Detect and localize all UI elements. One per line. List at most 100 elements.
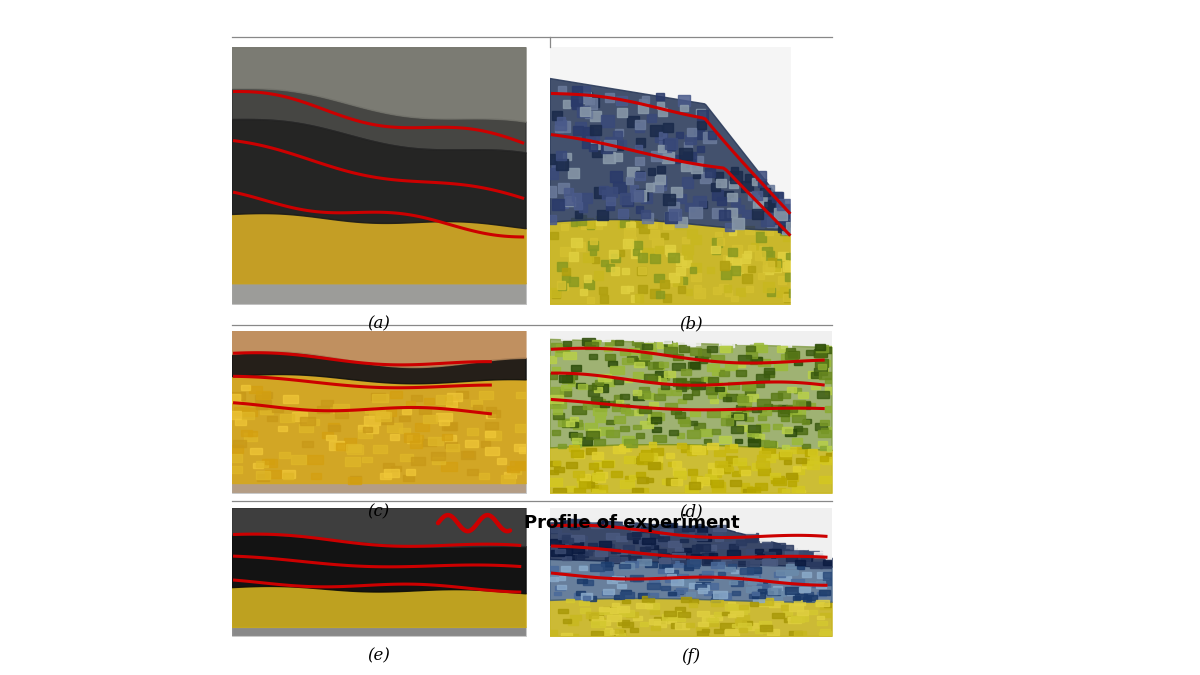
Bar xyxy=(227,411,241,418)
Bar xyxy=(637,267,646,275)
Bar xyxy=(734,526,745,531)
Bar xyxy=(690,267,696,273)
Bar xyxy=(566,486,575,491)
Bar xyxy=(600,186,608,194)
Bar xyxy=(719,593,731,599)
Bar xyxy=(642,213,653,223)
Bar xyxy=(690,410,700,416)
Bar xyxy=(600,296,607,303)
Bar xyxy=(574,202,582,209)
Bar xyxy=(762,446,775,454)
Bar xyxy=(570,423,578,427)
Bar xyxy=(620,394,629,399)
Bar xyxy=(752,592,764,598)
Bar xyxy=(775,213,788,224)
Bar xyxy=(715,387,724,392)
Bar xyxy=(732,624,739,627)
Bar xyxy=(677,382,689,389)
Bar xyxy=(781,539,792,543)
Bar xyxy=(818,632,827,635)
Bar xyxy=(667,570,678,575)
Bar xyxy=(574,488,586,495)
Bar xyxy=(668,592,677,595)
Bar xyxy=(604,566,612,570)
Bar xyxy=(752,178,760,185)
Bar xyxy=(588,543,596,547)
Bar xyxy=(728,248,738,256)
Bar xyxy=(704,583,719,589)
Bar xyxy=(563,153,571,160)
Bar xyxy=(593,489,605,496)
Bar xyxy=(665,347,678,354)
Bar xyxy=(347,444,361,452)
Bar xyxy=(665,568,673,572)
Bar xyxy=(686,624,694,627)
Bar xyxy=(635,334,647,342)
Bar xyxy=(635,144,642,151)
Bar xyxy=(620,443,631,450)
Bar xyxy=(811,372,821,377)
Bar xyxy=(782,232,792,241)
Bar xyxy=(605,628,612,632)
Bar xyxy=(388,423,402,431)
Bar xyxy=(756,582,767,587)
Bar xyxy=(731,167,738,173)
Bar xyxy=(602,460,613,467)
Bar xyxy=(752,201,763,211)
Bar xyxy=(714,386,726,392)
Bar xyxy=(700,557,713,563)
Bar xyxy=(650,289,660,298)
Bar xyxy=(797,566,804,570)
Bar xyxy=(730,180,738,188)
Bar xyxy=(572,86,582,94)
Bar xyxy=(755,251,764,261)
Bar xyxy=(553,409,562,414)
Bar xyxy=(758,520,768,525)
Bar xyxy=(786,472,797,479)
Bar xyxy=(816,600,829,605)
Bar xyxy=(814,349,827,356)
Bar xyxy=(666,212,678,223)
Bar xyxy=(612,576,624,581)
Bar xyxy=(726,256,732,262)
Bar xyxy=(640,99,647,105)
Bar xyxy=(686,560,700,566)
Bar xyxy=(658,342,667,348)
Bar xyxy=(694,286,701,292)
Bar xyxy=(817,364,826,369)
Bar xyxy=(772,612,784,618)
Bar xyxy=(748,244,755,251)
Bar xyxy=(680,420,690,426)
Bar xyxy=(557,344,569,352)
Bar xyxy=(662,194,674,205)
Bar xyxy=(786,405,797,412)
Bar xyxy=(750,602,758,606)
Bar xyxy=(661,233,667,240)
Bar xyxy=(694,482,702,487)
Bar xyxy=(822,276,832,284)
Bar xyxy=(624,456,635,462)
Bar xyxy=(744,396,752,401)
Bar xyxy=(560,539,571,544)
Bar xyxy=(691,235,701,244)
Bar xyxy=(390,435,400,440)
Bar xyxy=(784,222,793,230)
Bar xyxy=(786,564,796,568)
Bar xyxy=(770,476,784,483)
Bar xyxy=(552,367,560,372)
Bar xyxy=(772,591,785,597)
Bar xyxy=(638,593,649,598)
Bar xyxy=(323,432,334,438)
Bar xyxy=(636,171,644,180)
Bar xyxy=(761,513,770,517)
Bar xyxy=(672,462,682,466)
Bar xyxy=(740,486,752,492)
Bar xyxy=(779,576,791,582)
Bar xyxy=(770,203,780,212)
Bar xyxy=(403,475,414,481)
Bar xyxy=(764,202,774,211)
Bar xyxy=(786,556,798,561)
Bar xyxy=(637,477,648,483)
Bar xyxy=(733,458,746,465)
Bar xyxy=(648,168,655,175)
